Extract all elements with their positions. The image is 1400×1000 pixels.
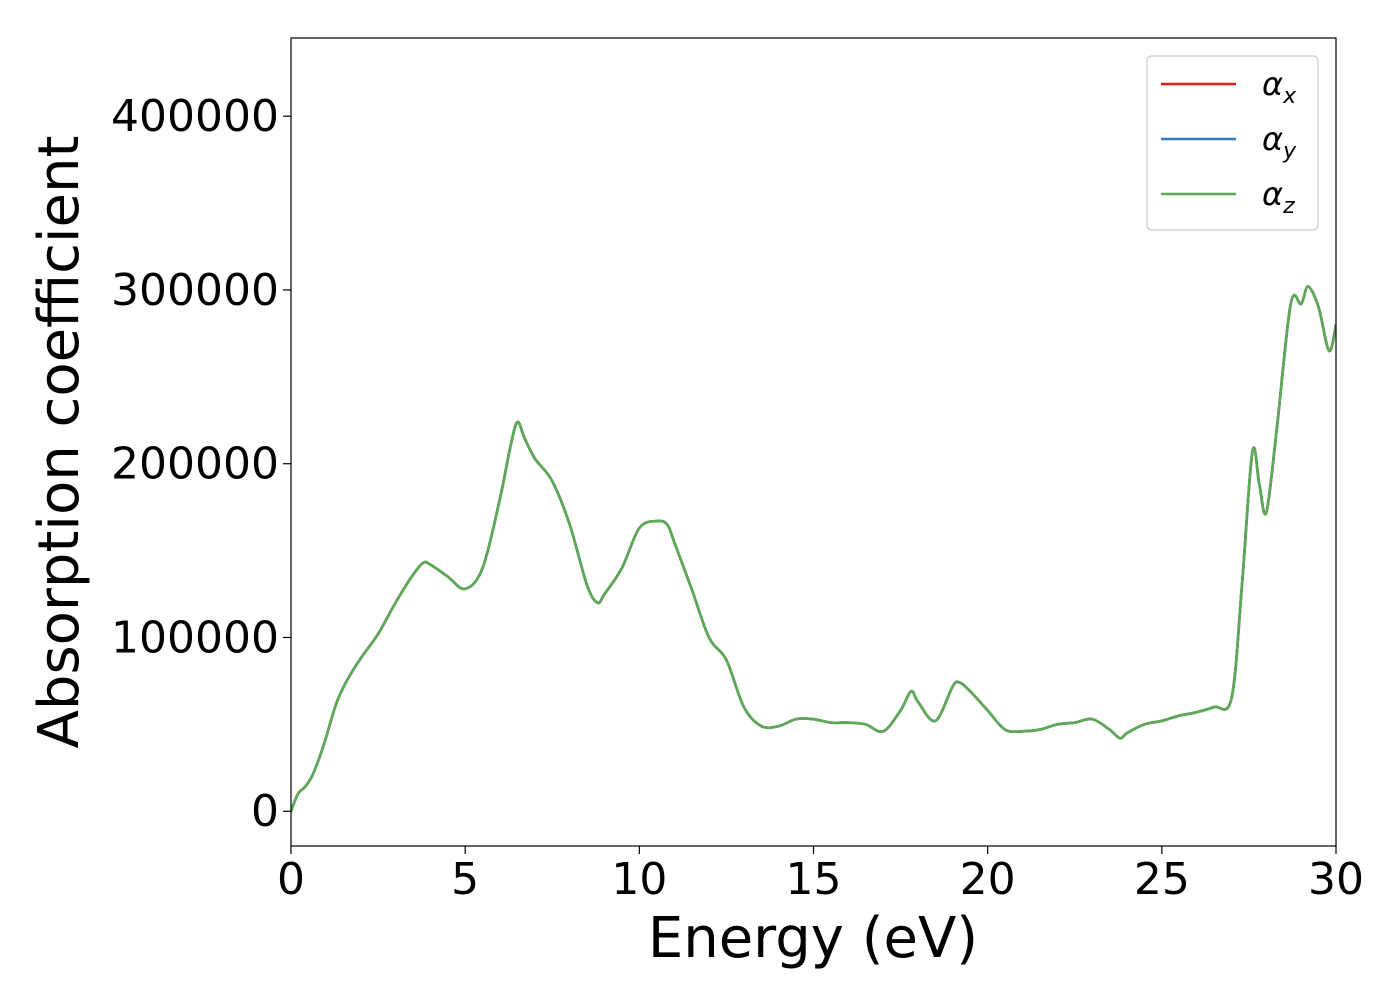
legend-subscript-z: z: [1282, 194, 1295, 219]
y-axis-label: Absorption coefficient: [27, 136, 92, 749]
y-tick-label: 0: [251, 786, 279, 837]
y-axis-ticks: 0 100000 200000 300000 400000: [111, 91, 291, 837]
x-axis-ticks: 0 5 10 15 20 25 30: [277, 846, 1364, 905]
series-layer: [291, 285, 1336, 813]
legend-box: [1146, 55, 1319, 231]
x-axis-label: Energy (eV): [648, 906, 978, 971]
series-line-z: [291, 285, 1336, 813]
x-tick-label: 30: [1308, 854, 1364, 905]
x-tick-label: 10: [611, 854, 667, 905]
x-tick-label: 15: [786, 854, 842, 905]
y-tick-label: 300000: [111, 265, 279, 316]
x-tick-label: 20: [960, 854, 1016, 905]
x-tick-label: 0: [277, 854, 305, 905]
y-tick-label: 400000: [111, 91, 279, 142]
legend-subscript-y: y: [1282, 139, 1297, 164]
y-tick-label: 200000: [111, 439, 279, 490]
legend-subscript-x: x: [1282, 84, 1297, 109]
x-tick-label: 5: [451, 854, 479, 905]
y-tick-label: 100000: [111, 612, 279, 663]
x-tick-label: 25: [1134, 854, 1190, 905]
